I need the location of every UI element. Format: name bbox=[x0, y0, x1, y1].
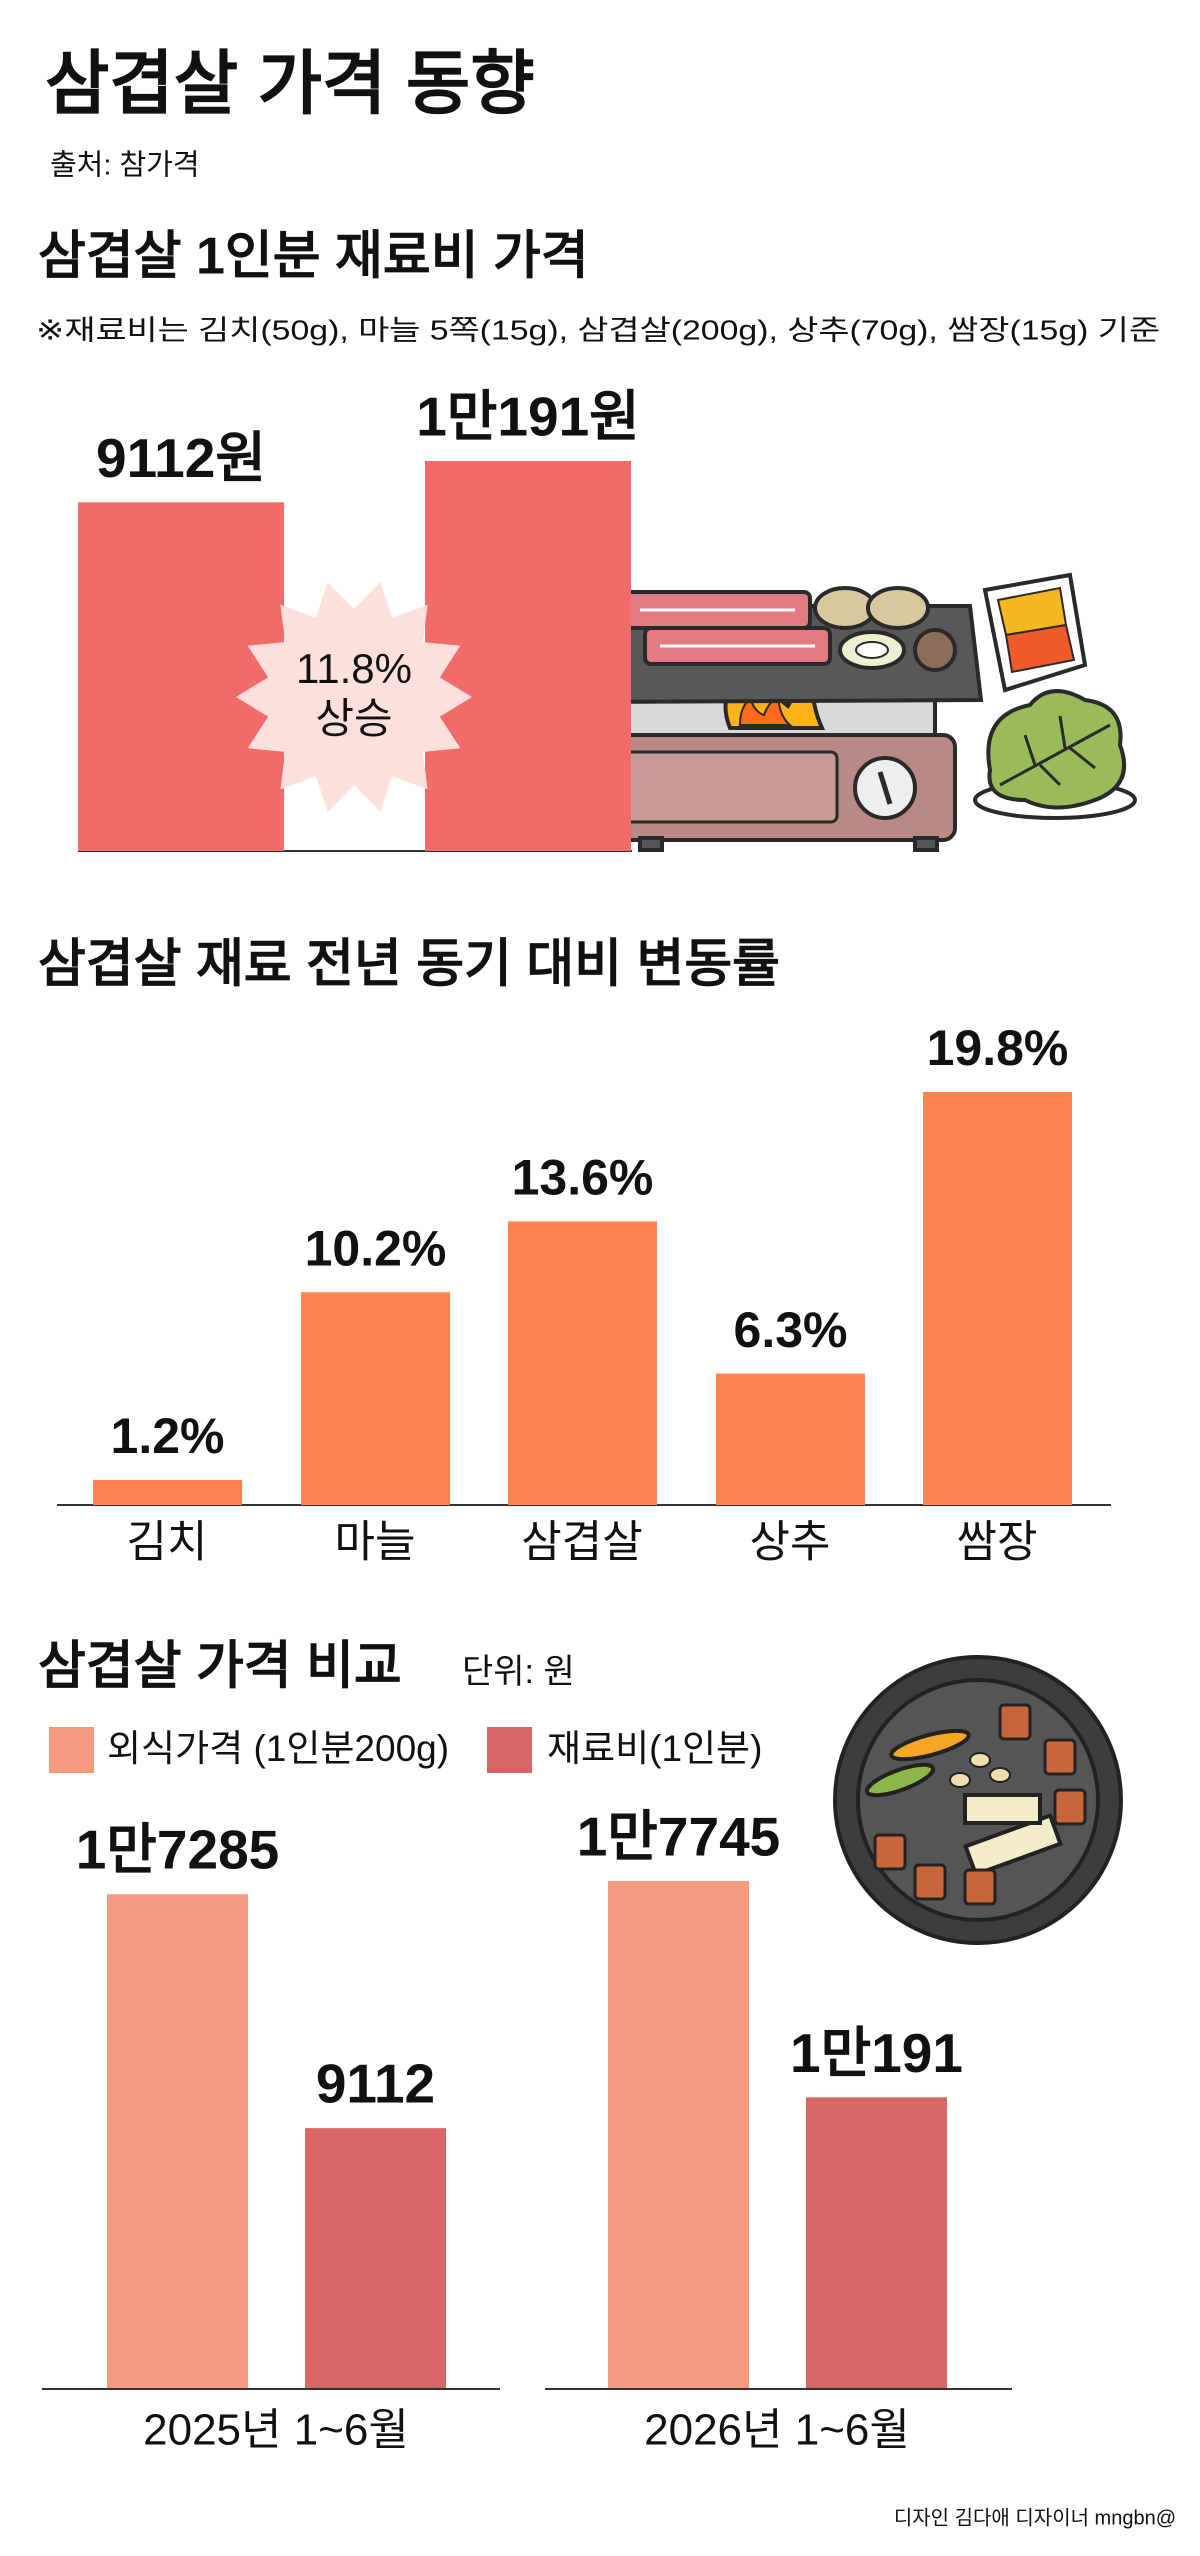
bar bbox=[508, 1221, 657, 1505]
value-label: 1만7285 bbox=[76, 1819, 280, 1881]
page-title: 삼겹살 가격 동향 bbox=[45, 44, 535, 122]
chart-title: 삼겹살 재료 전년 동기 대비 변동률 bbox=[38, 936, 780, 994]
bar bbox=[93, 1479, 242, 1505]
value-label: 1만191원 bbox=[416, 386, 640, 448]
value-label: 1만7745 bbox=[577, 1806, 781, 1868]
bar bbox=[806, 2097, 947, 2389]
starburst bbox=[236, 582, 472, 812]
x-tick-label: 2026년 1~6월 bbox=[644, 2406, 910, 2455]
bar bbox=[305, 2128, 446, 2389]
value-label: 19.8% bbox=[927, 1020, 1069, 1076]
x-tick-label: 삼겹살 bbox=[521, 1518, 642, 1567]
value-label: 1만191 bbox=[790, 2022, 963, 2084]
x-tick-label: 마늘 bbox=[335, 1518, 416, 1567]
bar bbox=[425, 461, 631, 851]
value-label: 13.6% bbox=[512, 1150, 654, 1206]
x-tick-label: 상추 bbox=[750, 1518, 831, 1567]
bar bbox=[608, 1881, 749, 2389]
legend-swatch bbox=[487, 1727, 532, 1773]
source: 출처: 참가격 bbox=[50, 149, 200, 182]
value-label: 9112 bbox=[316, 2053, 435, 2115]
annotation: 상승 bbox=[315, 695, 392, 742]
value-label: 6.3% bbox=[734, 1302, 848, 1358]
bar bbox=[78, 502, 284, 851]
x-tick-label: 쌈장 bbox=[957, 1518, 1038, 1567]
bar bbox=[301, 1292, 450, 1505]
grill-illustration bbox=[572, 572, 1137, 852]
value-label: 9112원 bbox=[96, 427, 266, 489]
value-label: 1.2% bbox=[111, 1408, 225, 1464]
bar bbox=[107, 1894, 248, 2389]
unit-label: 단위: 원 bbox=[462, 1653, 575, 1691]
legend-swatch bbox=[49, 1727, 94, 1773]
legend-label: 재료비(1인분) bbox=[547, 1728, 762, 1769]
x-tick-label: 2025년 1~6월 bbox=[143, 2406, 409, 2455]
chart-title: 삼겹살 가격 비교 bbox=[38, 1638, 402, 1696]
x-tick-label: 김치 bbox=[127, 1518, 208, 1567]
bar bbox=[923, 1092, 1072, 1505]
annotation: 11.8% bbox=[296, 645, 412, 692]
chart-subtitle: ※재료비는 김치(50g), 마늘 5쪽(15g), 삼겹살(200g), 상추… bbox=[36, 314, 1160, 345]
plate-illustration bbox=[833, 1655, 1123, 1945]
credit: 디자인 김다애 디자이너 mngbn@ bbox=[894, 2506, 1176, 2529]
bar bbox=[716, 1373, 865, 1505]
value-label: 10.2% bbox=[305, 1220, 447, 1276]
legend-label: 외식가격 (1인분200g) bbox=[107, 1728, 449, 1769]
chart-title: 삼겹살 1인분 재료비 가격 bbox=[38, 228, 589, 286]
